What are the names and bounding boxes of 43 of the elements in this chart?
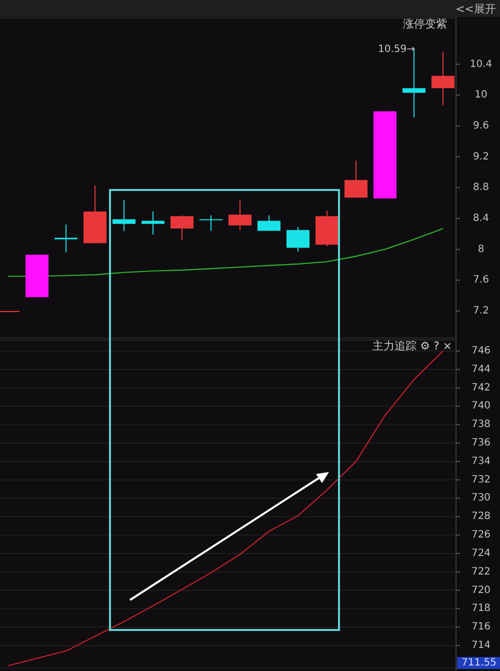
y-tick-label: 9.6 (473, 120, 489, 132)
y-tick-label: 744 (471, 364, 491, 375)
y-tick-label: 746 (471, 346, 491, 357)
y-tick-label: 10.4 (470, 58, 492, 70)
y-tick-label: 720 (471, 584, 491, 596)
y-tick-label: 742 (471, 382, 491, 394)
y-tick-label: 726 (471, 530, 491, 541)
y-tick-label: 716 (471, 622, 491, 633)
candlestick (54, 224, 78, 253)
candlestick (228, 199, 252, 231)
y-tick-label: 10 (474, 90, 488, 101)
y-tick-label: 711.55 (462, 658, 496, 668)
candlestick (258, 214, 280, 232)
y-tick-label: 8.8 (473, 182, 489, 194)
line-series (7, 228, 444, 277)
candlestick (344, 160, 368, 198)
y-tick-label: 738 (471, 419, 491, 430)
y-tick-label: 724 (471, 548, 491, 559)
text: <<展开 (456, 2, 496, 16)
y-tick-label: 722 (471, 566, 491, 578)
y-tick-label: 9.2 (473, 151, 489, 162)
y-tick-label: 7.2 (473, 306, 489, 317)
candlestick (286, 226, 310, 252)
y-tick-label: 8 (478, 244, 484, 255)
y-tick-label: 732 (471, 474, 491, 486)
annotation: 涨停变紫 (403, 18, 447, 30)
candlestick (432, 51, 454, 106)
y-tick-label: 740 (471, 400, 491, 412)
y-tick-label: 736 (471, 438, 491, 449)
y-tick-label: 8.4 (473, 212, 489, 224)
y-tick-label: 728 (471, 511, 491, 522)
y-tick-label: 714 (471, 640, 491, 651)
candlestick (170, 214, 194, 241)
line-series (7, 350, 444, 666)
annotation: 10.59→ (378, 44, 415, 56)
y-tick-label: 734 (471, 456, 491, 467)
y-tick-label: 730 (471, 492, 491, 504)
candlestick (112, 199, 136, 232)
candlestick (200, 214, 222, 232)
y-tick-label: 7.6 (473, 274, 489, 286)
chart-title: 主力追踪 ⚙ ? × (372, 340, 452, 352)
y-tick-label: 718 (471, 603, 491, 614)
candlestick (142, 211, 164, 236)
